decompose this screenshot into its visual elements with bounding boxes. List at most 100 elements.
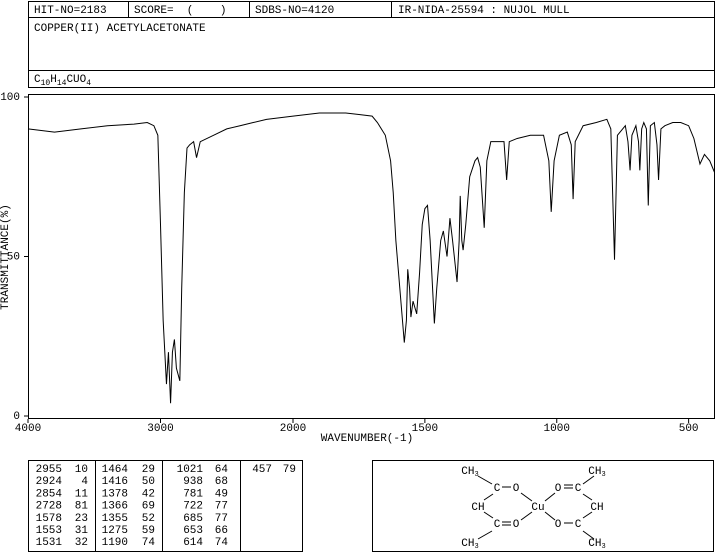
bond [520, 492, 533, 502]
formula-subscript: 4 [86, 79, 91, 88]
peak-wavenumber: 1275 [102, 525, 128, 537]
atom-label: O [555, 519, 562, 531]
bond [477, 530, 493, 540]
peak-wavenumber: 1366 [102, 501, 128, 513]
peak-wavenumber: 781 [183, 488, 203, 500]
x-tick-label: 2000 [280, 423, 306, 435]
peak-transmittance: 10 [75, 464, 88, 476]
atom-symbol: CH [588, 538, 601, 550]
peak-wavenumber: 1378 [102, 488, 128, 500]
peak-transmittance: 59 [142, 525, 155, 537]
atom-symbol: O [513, 483, 520, 495]
peak-transmittance: 29 [142, 464, 155, 476]
peak-wavenumber: 653 [183, 525, 203, 537]
atom-label: O [513, 483, 520, 495]
atom-symbol: C [494, 519, 501, 531]
sdbs-number: SDBS-NO=4120 [255, 5, 334, 17]
peak-transmittance: 77 [215, 501, 228, 513]
atom-symbol: CH [588, 466, 601, 478]
peak-transmittance: 74 [142, 537, 156, 549]
peak-wavenumber: 457 [252, 464, 272, 476]
atom-label: CH [471, 502, 484, 514]
atom-subscript: 3 [475, 543, 479, 551]
peak-wavenumber: 2728 [36, 501, 62, 513]
compound-name: COPPER(II) ACETYLACETONATE [34, 23, 206, 35]
atom-symbol: CH [471, 502, 484, 514]
hit-number: HIT-NO=2183 [34, 5, 107, 17]
peak-transmittance: 68 [215, 476, 228, 488]
peak-transmittance: 79 [283, 464, 296, 476]
atom-symbol: O [513, 519, 520, 531]
peak-transmittance: 64 [215, 464, 229, 476]
bond [483, 511, 494, 519]
bond [483, 493, 494, 501]
peak-table-box [28, 460, 303, 552]
peak-wavenumber: 938 [183, 476, 203, 488]
atom-symbol: CH [461, 466, 474, 478]
peak-transmittance: 81 [75, 501, 89, 513]
atom-symbol: Cu [531, 502, 544, 514]
y-tick-label: 0 [13, 411, 20, 423]
structure-box [372, 460, 714, 552]
formula: C10H14CUO4 [34, 74, 91, 88]
atom-symbol: CH [590, 502, 603, 514]
x-tick-label: 1000 [544, 423, 570, 435]
peak-wavenumber: 1464 [102, 464, 129, 476]
bond [582, 511, 593, 519]
formula-part: C [34, 74, 41, 86]
peak-wavenumber: 685 [183, 513, 203, 525]
formula-subscript: 10 [41, 79, 51, 88]
peak-wavenumber: 1021 [177, 464, 204, 476]
bond [520, 511, 533, 521]
x-tick-label: 500 [679, 423, 699, 435]
y-tick-label: 50 [7, 252, 20, 264]
peak-transmittance: 31 [75, 525, 89, 537]
peak-wavenumber: 1190 [102, 537, 128, 549]
peak-transmittance: 11 [75, 488, 89, 500]
peak-wavenumber: 1553 [36, 525, 62, 537]
atom-symbol: C [494, 483, 501, 495]
peak-transmittance: 4 [81, 476, 88, 488]
peak-transmittance: 49 [215, 488, 228, 500]
peak-wavenumber: 2955 [36, 464, 62, 476]
peak-wavenumber: 1355 [102, 513, 128, 525]
peak-wavenumber: 1578 [36, 513, 62, 525]
formula-subscript: 14 [57, 79, 67, 88]
peak-transmittance: 50 [142, 476, 155, 488]
x-tick-label: 1500 [412, 423, 438, 435]
atom-label: O [513, 519, 520, 531]
atom-symbol: CH [461, 538, 474, 550]
chart: 0 50 100 4000 3000 2000 1500 1000 500 WAVENUMBER(… [0, 92, 715, 445]
atom-label: C [575, 483, 582, 495]
bond [544, 511, 556, 521]
y-tick-label: 100 [0, 92, 20, 104]
peak-wavenumber: 2924 [36, 476, 63, 488]
peak-wavenumber: 1416 [102, 476, 128, 488]
atom-label: CH3 [588, 466, 605, 479]
score: SCORE= ( ) [134, 5, 226, 17]
atom-symbol: O [555, 483, 562, 495]
atom-label: C [575, 519, 582, 531]
formula-part: CUO [66, 74, 86, 86]
ir-code: IR-NIDA-25594 : NUJOL MULL [398, 5, 570, 17]
peak-transmittance: 69 [142, 501, 155, 513]
x-tick-label: 4000 [15, 423, 41, 435]
atom-label: C [494, 519, 501, 531]
peak-wavenumber: 1531 [36, 537, 63, 549]
atom-subscript: 3 [602, 471, 606, 479]
bond [477, 475, 493, 485]
peak-transmittance: 66 [215, 525, 228, 537]
atom-label: CH3 [588, 538, 605, 551]
atom-symbol: C [575, 519, 582, 531]
peak-transmittance: 32 [75, 537, 88, 549]
atom-subscript: 3 [602, 543, 606, 551]
bond [544, 492, 556, 502]
atom-symbol: C [575, 483, 582, 495]
peak-wavenumber: 722 [183, 501, 203, 513]
atom-label: O [555, 483, 562, 495]
peak-transmittance: 74 [215, 537, 229, 549]
atom-subscript: 3 [475, 471, 479, 479]
